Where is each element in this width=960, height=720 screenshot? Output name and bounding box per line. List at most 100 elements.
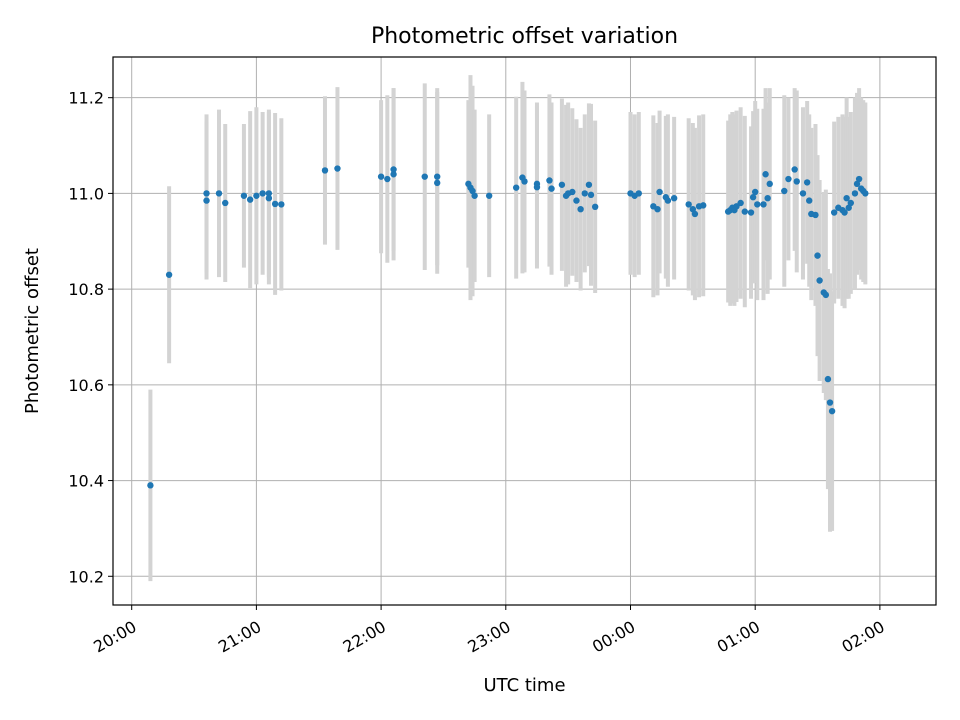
data-point [741, 208, 748, 215]
data-point [828, 407, 836, 415]
data-point [762, 171, 769, 178]
data-point [265, 190, 273, 197]
data-points [147, 165, 869, 489]
data-point [814, 252, 821, 259]
data-point [587, 191, 595, 199]
data-point [830, 209, 838, 216]
data-point [147, 482, 154, 489]
data-point [321, 167, 329, 174]
x-axis-ticks: 20:00 21:00 22:00 23:00 00:00 01:00 02:00 [90, 605, 888, 657]
data-point [546, 177, 553, 184]
data-point [421, 173, 428, 180]
data-point [654, 205, 661, 213]
data-point [569, 188, 576, 196]
data-point [271, 200, 279, 208]
chart-title: Photometric offset variation [371, 24, 678, 49]
data-point [855, 175, 863, 183]
data-point [737, 199, 744, 207]
data-point [246, 196, 254, 203]
data-point [749, 194, 757, 201]
data-point [766, 180, 773, 188]
data-point [700, 202, 707, 209]
data-point [165, 271, 173, 278]
data-point [824, 375, 832, 383]
data-point [799, 190, 807, 197]
data-point [685, 201, 692, 208]
data-point [203, 190, 210, 197]
data-point [751, 188, 759, 196]
data-point [843, 194, 850, 202]
data-point [521, 178, 528, 185]
data-point [485, 192, 493, 199]
y-tick-label: 10.8 [68, 280, 104, 299]
data-point [803, 179, 811, 186]
data-point [806, 197, 813, 204]
data-point [548, 185, 555, 192]
data-point [278, 201, 285, 208]
data-point [822, 291, 830, 299]
y-axis-ticks: 10.2 10.4 10.6 10.8 11.0 11.2 [68, 89, 113, 586]
data-point [558, 181, 566, 188]
data-point [591, 203, 599, 211]
data-point [664, 197, 672, 204]
y-tick-label: 10.4 [68, 472, 104, 491]
data-point [384, 175, 391, 183]
data-point [469, 187, 476, 195]
y-tick-label: 11.0 [68, 184, 104, 203]
x-tick-label: 00:00 [589, 617, 638, 657]
x-tick-label: 22:00 [340, 617, 389, 657]
data-point [259, 190, 266, 197]
data-point [781, 187, 788, 195]
data-point [791, 166, 798, 173]
y-axis-label: Photometric offset [22, 248, 43, 414]
data-point [390, 166, 397, 173]
data-point [512, 184, 520, 191]
x-tick-label: 21:00 [215, 617, 264, 657]
data-point [816, 277, 823, 284]
data-point [747, 209, 755, 216]
y-tick-label: 10.2 [68, 567, 104, 586]
data-point [793, 178, 800, 185]
data-point [812, 211, 819, 219]
data-point [845, 204, 852, 211]
data-point [581, 190, 588, 197]
data-point [577, 205, 584, 213]
data-point [851, 190, 859, 197]
x-tick-label: 02:00 [838, 617, 887, 657]
data-point [862, 190, 869, 197]
data-point [390, 171, 397, 178]
data-point [585, 181, 593, 188]
x-tick-label: 01:00 [714, 617, 763, 657]
data-point [847, 199, 854, 207]
data-point [215, 190, 223, 197]
data-point [853, 180, 861, 188]
data-point [434, 179, 441, 187]
y-tick-label: 10.6 [68, 376, 104, 395]
x-tick-label: 20:00 [90, 617, 139, 657]
data-point [656, 188, 663, 196]
data-point [635, 190, 643, 197]
data-point [841, 209, 848, 216]
data-point [573, 197, 580, 204]
data-point [265, 194, 273, 202]
x-tick-label: 23:00 [464, 617, 513, 657]
data-point [253, 192, 260, 199]
data-point [760, 201, 767, 208]
error-bars [148, 75, 868, 582]
data-point [203, 197, 210, 204]
data-point [434, 173, 441, 180]
y-tick-label: 11.2 [68, 89, 104, 108]
data-point [689, 205, 697, 213]
data-point [764, 194, 771, 202]
data-point [222, 199, 229, 207]
data-point [785, 175, 792, 183]
data-point [471, 192, 478, 199]
data-point [691, 210, 699, 218]
x-axis-label: UTC time [483, 675, 565, 696]
data-point [533, 183, 541, 191]
data-point [377, 173, 385, 180]
data-point [826, 399, 834, 406]
data-point [670, 194, 678, 202]
data-point [240, 192, 248, 199]
